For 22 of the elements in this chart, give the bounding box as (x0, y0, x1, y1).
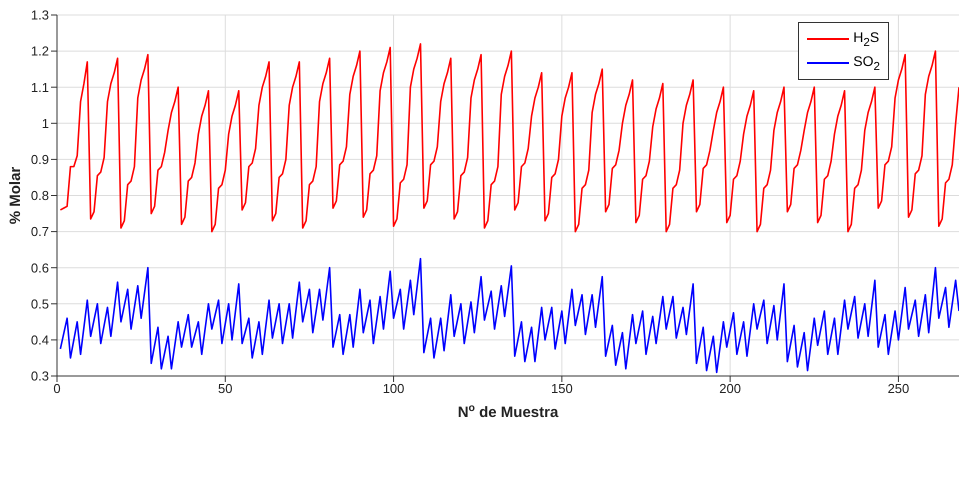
y-tick-label: 1.2 (30, 44, 49, 59)
legend-label: H$_{2}$S (853, 29, 880, 49)
x-tick-label: 0 (53, 381, 61, 396)
x-axis-title: N$^{o}$ de Muestra (458, 402, 559, 421)
y-tick-label: 0.7 (30, 224, 49, 240)
legend-label: SO$_{2}$ (853, 53, 880, 73)
x-tick-label: 150 (551, 381, 573, 396)
x-tick-label: 250 (888, 381, 910, 396)
y-tick-label: 0.5 (30, 296, 49, 312)
y-tick-label: 1.1 (30, 80, 49, 95)
line-series (60, 258, 959, 374)
y-tick-label: 0.4 (30, 332, 49, 348)
y-tick-label: 0.9 (30, 152, 49, 168)
y-axis-title: % Molar (7, 166, 24, 224)
y-tick-label: 0.6 (30, 260, 49, 276)
y-tick-label: 1.3 (30, 8, 49, 23)
y-tick-label: 0.3 (30, 368, 49, 384)
y-tick-label: 0.8 (30, 188, 49, 204)
x-tick-label: 200 (719, 381, 741, 396)
x-tick-label: 50 (218, 381, 233, 396)
x-tick-label: 100 (382, 381, 404, 396)
y-tick-label: 1 (42, 116, 49, 131)
